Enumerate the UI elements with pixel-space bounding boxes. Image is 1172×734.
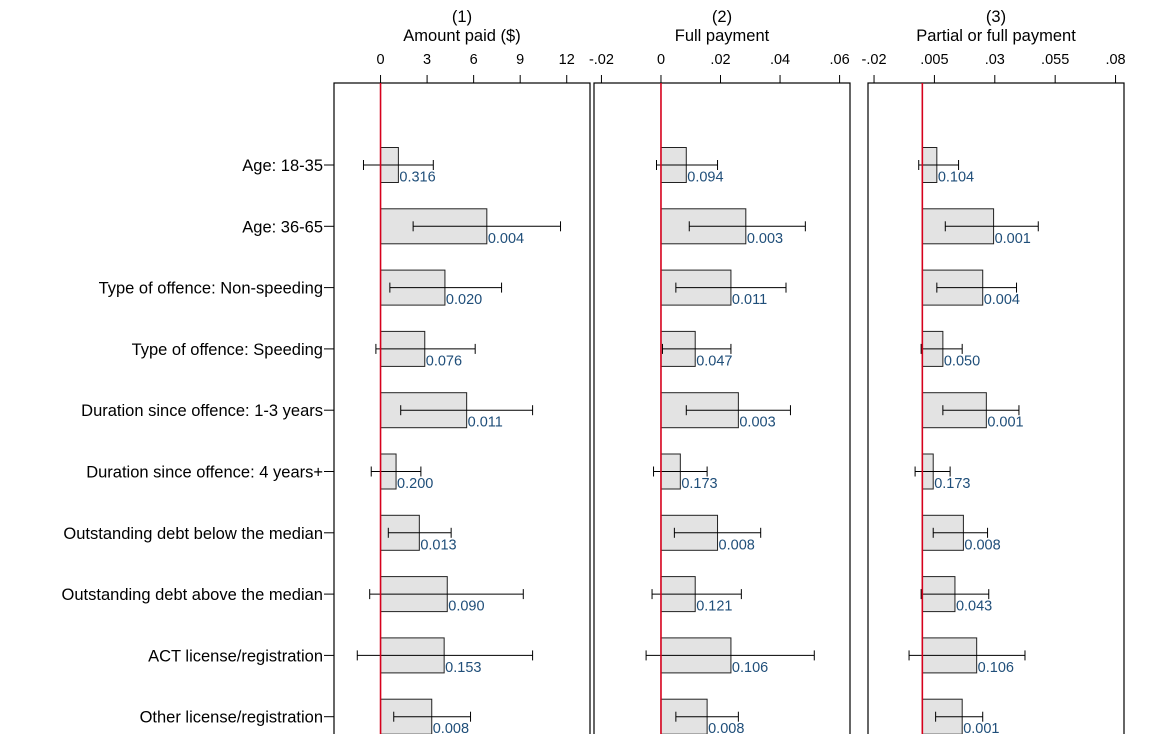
p-value-label: 0.011 — [468, 415, 503, 431]
p-value-label: 0.043 — [956, 599, 992, 615]
x-tick-label: 12 — [559, 52, 575, 68]
p-value-label: 0.020 — [446, 292, 482, 308]
panel-frame — [333, 82, 591, 734]
x-tick-label: .04 — [770, 52, 790, 68]
p-value-label: 0.173 — [934, 476, 970, 492]
panel-title: Full payment — [675, 27, 770, 45]
category-label: Duration since offence: 1-3 years — [81, 402, 323, 420]
p-value-label: 0.104 — [938, 170, 974, 186]
p-value-label: 0.008 — [964, 537, 1000, 553]
p-value-label: 0.004 — [488, 231, 524, 247]
p-value-label: 0.106 — [732, 660, 768, 676]
p-value-label: 0.076 — [426, 353, 462, 369]
p-value-label: 0.121 — [696, 599, 732, 615]
category-label: Age: 18-35 — [242, 157, 323, 175]
category-label: Age: 36-65 — [242, 218, 323, 236]
x-tick-label: .005 — [920, 52, 948, 68]
x-tick-label: .06 — [829, 52, 849, 68]
p-value-label: 0.008 — [433, 721, 469, 734]
p-value-label: 0.013 — [420, 537, 456, 553]
p-value-label: 0.094 — [687, 170, 723, 186]
x-tick-label: 0 — [657, 52, 665, 68]
category-label: Duration since offence: 4 years+ — [86, 464, 323, 482]
panel-frame — [867, 82, 1125, 734]
p-value-label: 0.004 — [984, 292, 1020, 308]
x-tick-label: 6 — [470, 52, 478, 68]
p-value-label: 0.047 — [696, 353, 732, 369]
p-value-label: 0.001 — [995, 231, 1031, 247]
p-value-label: 0.200 — [397, 476, 433, 492]
x-tick-label: .055 — [1041, 52, 1069, 68]
x-tick-label: .02 — [710, 52, 730, 68]
panel-number: (3) — [986, 8, 1006, 26]
p-value-label: 0.003 — [747, 231, 783, 247]
panel-number: (2) — [712, 8, 732, 26]
category-label: Type of offence: Non-speeding — [99, 280, 323, 298]
panel-title: Partial or full payment — [916, 27, 1076, 45]
p-value-label: 0.050 — [944, 353, 980, 369]
x-tick-label: 9 — [516, 52, 524, 68]
p-value-label: 0.106 — [978, 660, 1014, 676]
p-value-label: 0.090 — [448, 599, 484, 615]
x-tick-label: .03 — [985, 52, 1005, 68]
category-label: Type of offence: Speeding — [132, 341, 323, 359]
p-value-label: 0.001 — [987, 415, 1023, 431]
x-tick-label: 0 — [377, 52, 385, 68]
panel-number: (1) — [452, 8, 472, 26]
category-label: Outstanding debt above the median — [62, 586, 323, 604]
p-value-label: 0.001 — [963, 721, 999, 734]
category-label: Outstanding debt below the median — [63, 525, 323, 543]
panel-title: Amount paid ($) — [403, 27, 520, 45]
p-value-label: 0.316 — [399, 170, 435, 186]
x-tick-label: .08 — [1105, 52, 1125, 68]
p-value-label: 0.003 — [739, 415, 775, 431]
panel-frame — [593, 82, 851, 734]
x-tick-label: -.02 — [862, 52, 887, 68]
x-tick-label: 3 — [423, 52, 431, 68]
p-value-label: 0.011 — [732, 292, 767, 308]
category-label: Other license/registration — [140, 709, 323, 727]
p-value-label: 0.008 — [719, 537, 755, 553]
p-value-label: 0.008 — [708, 721, 744, 734]
x-tick-label: -.02 — [589, 52, 614, 68]
p-value-label: 0.153 — [445, 660, 481, 676]
category-label: ACT license/registration — [148, 647, 323, 665]
p-value-label: 0.173 — [681, 476, 717, 492]
